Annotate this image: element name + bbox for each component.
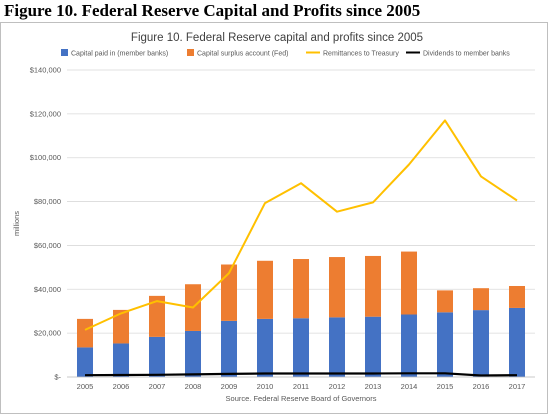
y-tick-label: $40,000 [34, 285, 61, 294]
bar-capital-paid-in-2010 [257, 318, 273, 377]
x-tick-label: 2009 [221, 382, 238, 391]
x-tick-label: 2005 [77, 382, 94, 391]
y-axis-label: millions [12, 211, 21, 236]
bar-capital-surplus-2016 [473, 288, 489, 311]
x-tick-label: 2016 [473, 382, 490, 391]
legend-swatch [187, 49, 194, 56]
bar-capital-surplus-2009 [221, 264, 237, 321]
bar-capital-paid-in-2017 [509, 307, 525, 377]
bar-capital-surplus-2005 [77, 318, 93, 348]
line-remittances [84, 119, 518, 331]
legend-label: Capital paid in (member banks) [71, 51, 168, 58]
bar-capital-surplus-2013 [365, 255, 381, 317]
line-dividends [84, 372, 518, 377]
bar-capital-paid-in-2015 [437, 312, 453, 377]
legend-label: Capital surplus account (Fed) [197, 51, 288, 58]
bar-capital-paid-in-2009 [221, 320, 237, 377]
bar-capital-surplus-2011 [293, 259, 309, 319]
bar-capital-surplus-2015 [437, 290, 453, 313]
x-axis: 2005 2006 2007 2008 2009 2010 2011 2012 2013 2014… [67, 376, 535, 391]
bar-capital-paid-in-2006 [113, 343, 129, 377]
bar-capital-paid-in-2013 [365, 316, 381, 377]
legend-swatch [61, 49, 68, 56]
legend-label: Remittances to Treasury [323, 51, 399, 58]
x-tick-label: 2006 [113, 382, 130, 391]
bar-capital-paid-in-2008 [185, 330, 201, 377]
y-tick-label: $- [54, 373, 61, 382]
figure-heading: Figure 10. Federal Reserve Capital and P… [4, 1, 421, 20]
bar-capital-surplus-2006 [113, 309, 129, 344]
bar-capital-paid-in-2005 [77, 347, 93, 377]
y-tick-label: $140,000 [30, 66, 61, 75]
bar-capital-surplus-2017 [509, 285, 525, 308]
chart-title: Figure 10. Federal Reserve capital and p… [131, 32, 423, 44]
chart-svg: Figure 10. Federal Reserve capital and p… [12, 32, 535, 403]
bar-capital-surplus-2007 [149, 295, 165, 337]
y-tick-label: $100,000 [30, 153, 61, 162]
y-tick-label: $20,000 [34, 329, 61, 338]
x-tick-label: 2008 [185, 382, 202, 391]
y-axis: $- $20,000 $40,000 $60,000 $80,000 $100,000 $1… [30, 66, 62, 382]
bar-capital-paid-in-2011 [293, 318, 309, 377]
y-tick-label: $80,000 [34, 197, 61, 206]
bar-capital-paid-in-2012 [329, 317, 345, 377]
x-tick-label: 2014 [401, 382, 418, 391]
x-tick-label: 2012 [329, 382, 346, 391]
legend-label: Dividends to member banks [423, 51, 510, 58]
lines [84, 119, 518, 377]
bar-capital-surplus-2012 [329, 257, 345, 318]
bars [77, 251, 525, 377]
x-tick-label: 2011 [293, 382, 309, 391]
bar-capital-surplus-2010 [257, 260, 273, 319]
chart-frame: Figure 10. Federal Reserve capital and p… [0, 22, 548, 414]
x-tick-label: 2015 [437, 382, 454, 391]
y-tick-label: $60,000 [34, 241, 61, 250]
legend: Capital paid in (member banks) Capital su… [61, 49, 510, 58]
x-tick-label: 2013 [365, 382, 382, 391]
x-axis-label: Source. Federal Reserve Board of Governo… [226, 394, 377, 403]
x-tick-label: 2007 [149, 382, 166, 391]
bar-capital-surplus-2014 [401, 251, 417, 315]
bar-capital-paid-in-2007 [149, 336, 165, 377]
x-tick-label: 2017 [509, 382, 526, 391]
y-tick-label: $120,000 [30, 109, 61, 118]
bar-capital-paid-in-2016 [473, 310, 489, 377]
x-tick-label: 2010 [257, 382, 274, 391]
bar-capital-paid-in-2014 [401, 314, 417, 377]
